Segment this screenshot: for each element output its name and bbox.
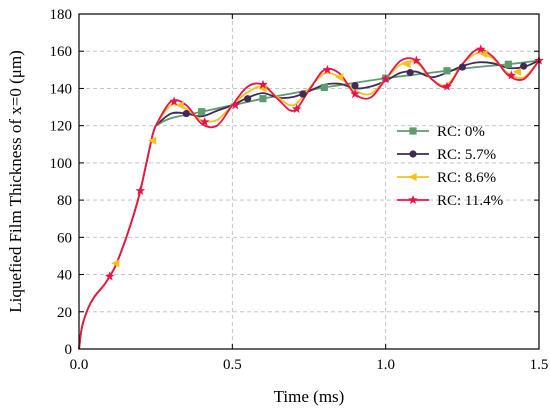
series-marker-3 (258, 79, 268, 89)
y-tick-label: 140 (50, 81, 73, 97)
y-tick-label: 20 (57, 305, 72, 321)
series-marker-3 (291, 103, 302, 113)
series-line-3 (154, 48, 540, 129)
series-marker-3 (199, 116, 210, 126)
x-axis-title: Time (ms) (274, 387, 345, 406)
legend-label-2: RC: 8.6% (437, 170, 496, 186)
y-tick-label: 0 (65, 342, 73, 358)
legend-marker-2 (408, 172, 417, 182)
series-marker-3 (350, 89, 360, 99)
y-tick-label: 180 (50, 7, 73, 23)
y-tick-label: 40 (57, 268, 72, 284)
series-line-1 (155, 59, 540, 127)
x-tick-label: 0.0 (70, 357, 89, 373)
y-axis-title: Liquefied Film Thickness of x=0 (μm) (6, 50, 25, 313)
series-marker-3 (506, 70, 517, 80)
legend-label-1: RC: 5.7% (437, 147, 496, 163)
series-marker-2 (479, 49, 488, 59)
series-marker-1 (244, 95, 252, 103)
series-marker-2 (512, 67, 522, 76)
series-marker-3 (104, 271, 115, 281)
legend-marker-3 (408, 195, 418, 205)
series-marker-3 (169, 96, 179, 106)
x-tick-label: 1.0 (376, 357, 395, 373)
y-tick-label: 160 (50, 44, 73, 60)
legend-label-0: RC: 0% (437, 124, 485, 140)
series-marker-2 (335, 73, 344, 82)
series-marker-2 (111, 259, 120, 268)
series-marker-3 (230, 100, 241, 110)
legend-label-3: RC: 11.4% (437, 193, 503, 209)
y-tick-label: 80 (57, 193, 72, 209)
legend: RC: 0% RC: 5.7% RC: 8.6% RC: 11.4% (397, 124, 503, 209)
y-tick-label: 100 (50, 156, 73, 172)
series-markers (104, 44, 544, 281)
series-marker-1 (406, 69, 414, 77)
series-marker-2 (148, 136, 157, 145)
axis-ticks (78, 13, 540, 350)
series-marker-2 (175, 101, 184, 110)
series-marker-1 (182, 109, 190, 118)
y-tick-label: 60 (57, 230, 72, 246)
series-marker-3 (322, 64, 333, 74)
series-marker-3 (380, 74, 391, 84)
series-marker-2 (402, 60, 411, 69)
series-marker-0 (259, 95, 267, 103)
x-tick-label: 0.5 (223, 357, 242, 373)
legend-marker-1 (409, 150, 417, 158)
series-marker-3 (442, 81, 452, 91)
series-marker-0 (198, 108, 206, 116)
series-marker-1 (458, 63, 466, 71)
series-marker-1 (520, 62, 528, 70)
series-marker-0 (504, 60, 512, 68)
x-tick-label: 1.5 (530, 357, 549, 373)
legend-marker-0 (409, 127, 417, 135)
series-marker-0 (320, 83, 328, 92)
plot-frame (78, 13, 540, 350)
series-marker-0 (443, 67, 451, 75)
series-marker-3 (411, 55, 422, 65)
series-marker-3 (135, 185, 146, 195)
series-marker-3 (475, 44, 486, 54)
axis-tick-labels: 0.0 0.5 1.0 1.5 0 20 40 60 80 100 120 140 160 180 (50, 7, 549, 373)
series-marker-1 (299, 90, 307, 98)
series-marker-1 (351, 82, 359, 90)
y-tick-label: 120 (50, 119, 73, 135)
